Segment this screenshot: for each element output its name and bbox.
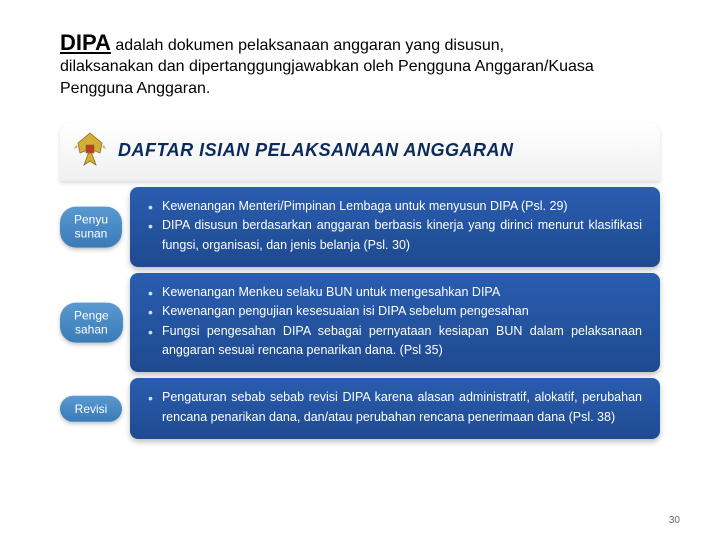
section-box: Kewenangan Menkeu selaku BUN untuk menge… xyxy=(130,273,660,373)
list-item: Fungsi pengesahan DIPA sebagai pernyataa… xyxy=(148,322,642,361)
subtitle-text: dilaksanakan dan dipertanggungjawabkan o… xyxy=(60,56,660,101)
panel-title: DAFTAR ISIAN PELAKSANAAN ANGGARAN xyxy=(118,140,514,161)
title-strong: DIPA xyxy=(60,30,111,55)
header-text-block: DIPA adalah dokumen pelaksanaan anggaran… xyxy=(0,0,720,111)
title-line: DIPA adalah dokumen pelaksanaan anggaran… xyxy=(60,30,660,56)
panel-header: DAFTAR ISIAN PELAKSANAAN ANGGARAN xyxy=(60,123,660,181)
page-number: 30 xyxy=(669,515,680,526)
section-box: Kewenangan Menteri/Pimpinan Lembaga untu… xyxy=(130,187,660,267)
section-row-revisi: Revisi Pengaturan sebab sebab revisi DIP… xyxy=(60,378,660,439)
section-row-penyusunan: Penyu sunan Kewenangan Menteri/Pimpinan … xyxy=(60,187,660,267)
section-row-pengesahan: Penge sahan Kewenangan Menkeu selaku BUN… xyxy=(60,273,660,373)
list-item: DIPA disusun berdasarkan anggaran berbas… xyxy=(148,216,642,255)
list-item: Pengaturan sebab sebab revisi DIPA karen… xyxy=(148,388,642,427)
section-list: Kewenangan Menteri/Pimpinan Lembaga untu… xyxy=(148,197,642,255)
list-item: Kewenangan Menkeu selaku BUN untuk menge… xyxy=(148,283,642,302)
list-item: Kewenangan pengujian kesesuaian isi DIPA… xyxy=(148,302,642,321)
slide-panel: DAFTAR ISIAN PELAKSANAAN ANGGARAN Penyu … xyxy=(60,123,660,439)
garuda-emblem-icon xyxy=(72,131,108,171)
section-tag: Penyu sunan xyxy=(60,206,122,247)
section-list: Pengaturan sebab sebab revisi DIPA karen… xyxy=(148,388,642,427)
section-list: Kewenangan Menkeu selaku BUN untuk menge… xyxy=(148,283,642,361)
section-tag: Revisi xyxy=(60,396,122,422)
title-rest: adalah dokumen pelaksanaan anggaran yang… xyxy=(111,37,504,54)
section-tag: Penge sahan xyxy=(60,302,123,343)
list-item: Kewenangan Menteri/Pimpinan Lembaga untu… xyxy=(148,197,642,216)
section-box: Pengaturan sebab sebab revisi DIPA karen… xyxy=(130,378,660,439)
